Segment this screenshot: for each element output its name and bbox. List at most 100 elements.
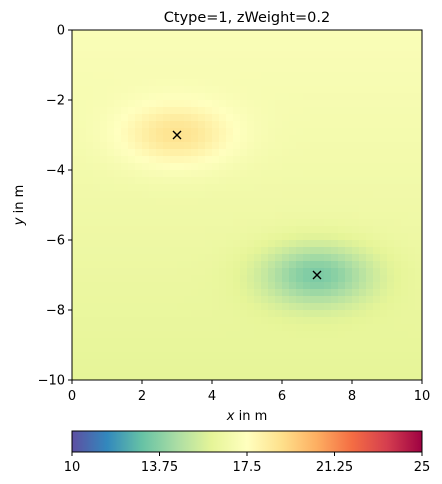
heatmap-cell [254, 275, 262, 283]
heatmap-cell [184, 331, 192, 339]
heatmap-cell [156, 317, 164, 325]
heatmap-cell [373, 268, 381, 276]
heatmap-cell [191, 86, 199, 94]
heatmap-cell [93, 296, 101, 304]
heatmap-cell [415, 128, 422, 136]
heatmap-cell [289, 310, 297, 318]
heatmap-cell [191, 352, 199, 360]
heatmap-cell [121, 65, 129, 73]
heatmap-cell [275, 191, 283, 199]
heatmap-cell [387, 205, 395, 213]
heatmap-cell [107, 359, 115, 367]
heatmap-cell [121, 135, 129, 143]
heatmap-cell [310, 324, 318, 332]
heatmap-cell [191, 170, 199, 178]
heatmap-cell [93, 100, 101, 108]
heatmap-cell [184, 324, 192, 332]
heatmap-cell [261, 282, 269, 290]
heatmap-cell [373, 219, 381, 227]
heatmap-cell [352, 135, 360, 143]
heatmap-cell [156, 373, 164, 380]
heatmap-cell [177, 156, 185, 164]
heatmap-cell [86, 212, 94, 220]
heatmap-cell [394, 163, 402, 171]
heatmap-cell [275, 156, 283, 164]
heatmap-cell [331, 37, 339, 45]
heatmap-cell [128, 205, 136, 213]
heatmap-cell [254, 338, 262, 346]
heatmap-cell [191, 331, 199, 339]
heatmap-cell [317, 205, 325, 213]
heatmap-cell [380, 282, 388, 290]
heatmap-cell [163, 135, 171, 143]
heatmap-cell [415, 331, 422, 339]
heatmap-cell [86, 345, 94, 353]
heatmap-cell [100, 93, 108, 101]
heatmap-cell [114, 352, 122, 360]
heatmap-cell [401, 331, 409, 339]
heatmap-cell [114, 338, 122, 346]
heatmap-cell [177, 177, 185, 185]
heatmap-cell [226, 44, 234, 52]
heatmap-cell [359, 51, 367, 59]
heatmap-cell [310, 205, 318, 213]
heatmap-cell [163, 156, 171, 164]
heatmap-cell [261, 142, 269, 150]
heatmap-cell [156, 149, 164, 157]
heatmap-cell [191, 142, 199, 150]
heatmap-cell [394, 324, 402, 332]
heatmap-cell [226, 254, 234, 262]
heatmap-cell [373, 114, 381, 122]
heatmap-cell [191, 72, 199, 80]
heatmap-cell [128, 219, 136, 227]
heatmap-cell [72, 275, 80, 283]
heatmap-cell [261, 373, 269, 380]
heatmap-cell [303, 44, 311, 52]
heatmap-cell [72, 240, 80, 248]
heatmap-cell [247, 359, 255, 367]
heatmap-cell [135, 338, 143, 346]
heatmap-cell [149, 121, 157, 129]
heatmap-cell [191, 37, 199, 45]
heatmap-cell [387, 44, 395, 52]
heatmap-cell [352, 303, 360, 311]
heatmap-cell [352, 219, 360, 227]
heatmap-cell [359, 114, 367, 122]
heatmap-cell [226, 317, 234, 325]
heatmap-cell [156, 135, 164, 143]
heatmap-cell [317, 310, 325, 318]
heatmap-cell [268, 373, 276, 380]
heatmap-cell [282, 352, 290, 360]
heatmap-cell [303, 156, 311, 164]
heatmap-cell [163, 289, 171, 297]
heatmap-cell [247, 128, 255, 136]
heatmap-cell [142, 44, 150, 52]
heatmap-cell [394, 121, 402, 129]
heatmap-cell [254, 121, 262, 129]
heatmap-cell [296, 142, 304, 150]
heatmap-cell [107, 219, 115, 227]
heatmap-cell [359, 128, 367, 136]
heatmap-cell [303, 86, 311, 94]
heatmap-cell [415, 205, 422, 213]
heatmap-cell [415, 282, 422, 290]
heatmap-cell [408, 37, 416, 45]
heatmap-cell [282, 226, 290, 234]
heatmap-cell [86, 65, 94, 73]
heatmap-cell [191, 233, 199, 241]
heatmap-cell [205, 51, 213, 59]
heatmap-cell [317, 58, 325, 66]
heatmap-cell [324, 331, 332, 339]
heatmap-cell [408, 247, 416, 255]
heatmap-cell [415, 170, 422, 178]
heatmap-cell [317, 352, 325, 360]
heatmap-cell [310, 191, 318, 199]
heatmap-cell [72, 359, 80, 367]
heatmap-cell [331, 324, 339, 332]
heatmap-cell [303, 149, 311, 157]
heatmap-cell [240, 324, 248, 332]
heatmap-cell [408, 198, 416, 206]
heatmap-cell [380, 366, 388, 374]
heatmap-cell [275, 177, 283, 185]
heatmap-cell [345, 303, 353, 311]
